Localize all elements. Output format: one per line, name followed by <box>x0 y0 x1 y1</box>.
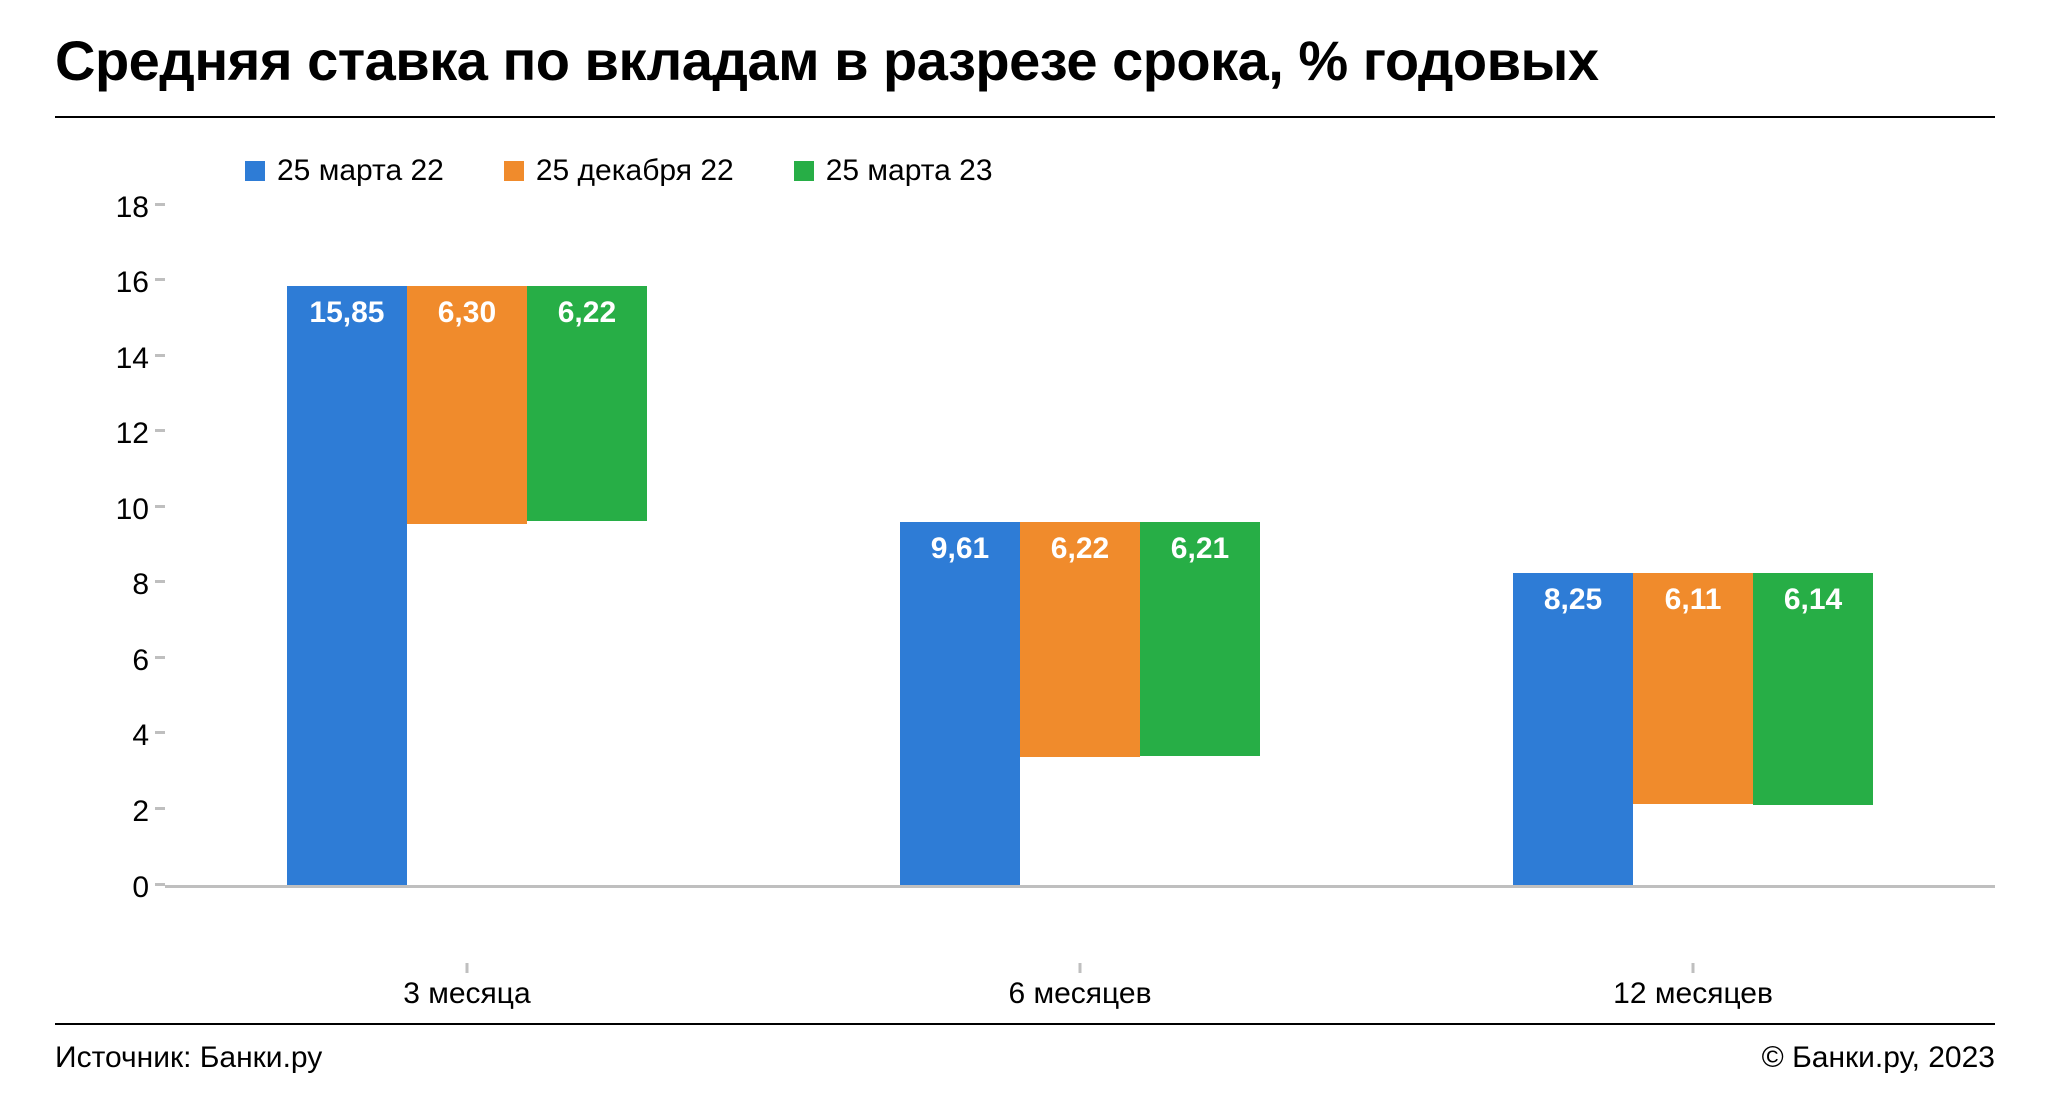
bar-value-label: 15,85 <box>287 296 407 330</box>
bar-group: 9,616,226,21 <box>900 522 1260 885</box>
y-tick-mark <box>155 203 165 206</box>
footer: Источник: Банки.ру © Банки.ру, 2023 <box>55 1025 1995 1075</box>
legend-label-2: 25 марта 23 <box>826 154 993 188</box>
x-tick-mark <box>1692 963 1695 973</box>
bar: 6,21 <box>1140 522 1260 757</box>
y-tick-label: 16 <box>69 266 149 300</box>
bar-value-label: 6,22 <box>1020 532 1140 566</box>
source-label: Источник: Банки.ру <box>55 1041 322 1075</box>
bar: 6,11 <box>1633 573 1753 804</box>
y-tick-mark <box>155 505 165 508</box>
chart-container: Средняя ставка по вкладам в разрезе срок… <box>0 0 2050 1095</box>
y-tick-mark <box>155 883 165 886</box>
y-tick-label: 2 <box>69 795 149 829</box>
legend-item-0: 25 марта 22 <box>245 154 444 188</box>
bar-value-label: 6,22 <box>527 296 647 330</box>
x-axis-label: 3 месяца <box>403 977 530 1011</box>
y-tick-mark <box>155 580 165 583</box>
legend: 25 марта 22 25 декабря 22 25 марта 23 <box>55 118 1995 208</box>
y-tick-mark <box>155 278 165 281</box>
legend-swatch-0 <box>245 161 265 181</box>
bar-value-label: 6,14 <box>1753 583 1873 617</box>
y-tick-label: 8 <box>69 568 149 602</box>
y-tick-mark <box>155 656 165 659</box>
bar-group: 8,256,116,14 <box>1513 573 1873 885</box>
bar: 6,14 <box>1753 573 1873 805</box>
copyright-label: © Банки.ру, 2023 <box>1762 1041 1995 1075</box>
bar-group: 15,856,306,22 <box>287 286 647 885</box>
chart-area: 024681012141618 15,856,306,229,616,226,2… <box>65 208 1995 963</box>
y-tick-label: 0 <box>69 871 149 905</box>
bar-value-label: 6,21 <box>1140 532 1260 566</box>
legend-swatch-2 <box>794 161 814 181</box>
bar-value-label: 6,30 <box>407 296 527 330</box>
y-tick-label: 14 <box>69 342 149 376</box>
bar: 15,85 <box>287 286 407 885</box>
plot-area: 15,856,306,229,616,226,218,256,116,14 <box>165 208 1995 888</box>
y-tick-mark <box>155 807 165 810</box>
x-tick-mark <box>465 963 468 973</box>
bar: 6,22 <box>527 286 647 521</box>
x-axis-labels: 3 месяца 6 месяцев 12 месяцев <box>165 963 1995 1023</box>
y-tick-label: 12 <box>69 417 149 451</box>
bar: 9,61 <box>900 522 1020 885</box>
y-axis: 024681012141618 <box>65 208 165 888</box>
y-tick-label: 10 <box>69 493 149 527</box>
y-tick-mark <box>155 731 165 734</box>
legend-swatch-1 <box>504 161 524 181</box>
y-tick-label: 18 <box>69 191 149 225</box>
x-tick-mark <box>1079 963 1082 973</box>
legend-label-0: 25 марта 22 <box>277 154 444 188</box>
bar: 6,22 <box>1020 522 1140 757</box>
bar-value-label: 6,11 <box>1633 583 1753 617</box>
legend-label-1: 25 декабря 22 <box>536 154 734 188</box>
chart-title: Средняя ставка по вкладам в разрезе срок… <box>55 30 1995 92</box>
bar: 8,25 <box>1513 573 1633 885</box>
y-tick-mark <box>155 354 165 357</box>
legend-item-1: 25 декабря 22 <box>504 154 734 188</box>
x-axis-label: 12 месяцев <box>1613 977 1773 1011</box>
bar-value-label: 8,25 <box>1513 583 1633 617</box>
x-axis-label: 6 месяцев <box>1008 977 1151 1011</box>
y-tick-mark <box>155 429 165 432</box>
legend-item-2: 25 марта 23 <box>794 154 993 188</box>
y-tick-label: 4 <box>69 719 149 753</box>
bar-value-label: 9,61 <box>900 532 1020 566</box>
bar: 6,30 <box>407 286 527 524</box>
y-tick-label: 6 <box>69 644 149 678</box>
